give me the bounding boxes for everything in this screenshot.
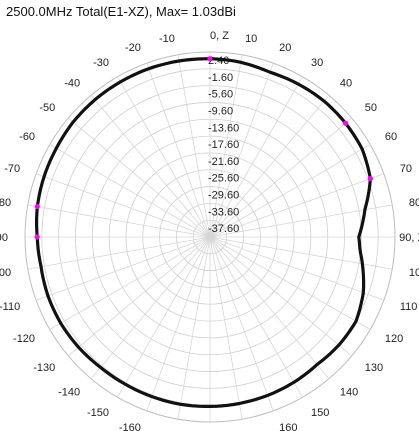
grid-spoke bbox=[117, 76, 211, 238]
grid-spoke bbox=[209, 204, 393, 238]
radial-tick-label: -1.60 bbox=[208, 72, 233, 84]
grid-spoke bbox=[177, 236, 211, 420]
radial-tick-label: -25.60 bbox=[208, 173, 239, 185]
angle-tick-label: 110 bbox=[400, 301, 418, 313]
angle-tick-label: -50 bbox=[39, 102, 55, 114]
angle-tick-label: -150 bbox=[87, 407, 109, 419]
grid-spoke bbox=[209, 54, 243, 238]
angle-tick-label: -110 bbox=[0, 301, 20, 313]
grid-spoke bbox=[209, 144, 371, 238]
angle-tick-label: 10 bbox=[245, 33, 257, 45]
radial-tick-label: -29.60 bbox=[208, 190, 239, 202]
grid-spoke bbox=[117, 236, 211, 398]
radial-tick-label: -21.60 bbox=[208, 156, 239, 168]
pattern-marker bbox=[207, 56, 213, 62]
polar-spokes bbox=[25, 52, 395, 422]
grid-spoke bbox=[36, 173, 211, 238]
grid-spoke bbox=[209, 76, 303, 238]
angle-tick-label: -10 bbox=[159, 33, 175, 45]
radial-tick-label: -33.60 bbox=[208, 206, 239, 218]
radial-tick-label: -37.60 bbox=[208, 223, 239, 235]
radial-labels: 2.40-1.60-5.60-9.60-13.60-17.60-21.60-25… bbox=[208, 55, 239, 235]
grid-spoke bbox=[209, 117, 352, 238]
angle-tick-label: -100 bbox=[0, 267, 11, 279]
radial-tick-label: -9.60 bbox=[208, 105, 233, 117]
angle-tick-label: 70 bbox=[400, 163, 412, 175]
angle-labels: 0, Z 10 20 30 40 50 60 70 80 90, X 100 110 120 130 140… bbox=[0, 30, 419, 431]
pattern-marker bbox=[34, 234, 40, 240]
grid-spoke bbox=[209, 236, 330, 379]
grid-spoke bbox=[146, 63, 211, 238]
angle-tick-label: 80 bbox=[409, 197, 419, 209]
radial-tick-label: -13.60 bbox=[208, 122, 239, 134]
grid-spoke bbox=[209, 95, 330, 238]
angle-tick-label: -20 bbox=[125, 42, 141, 54]
angle-tick-label: -120 bbox=[13, 333, 35, 345]
angle-tick-label: -60 bbox=[19, 131, 35, 143]
angle-tick-label: 40 bbox=[340, 77, 352, 89]
pattern-markers bbox=[34, 56, 374, 240]
grid-spoke bbox=[177, 54, 211, 238]
grid-spoke bbox=[209, 236, 371, 330]
grid-spoke bbox=[90, 95, 211, 238]
grid-spoke bbox=[90, 236, 211, 379]
grid-spoke bbox=[49, 236, 211, 330]
pattern-marker bbox=[34, 203, 40, 210]
angle-tick-label: -130 bbox=[33, 362, 55, 374]
grid-spoke bbox=[36, 236, 211, 301]
angle-tick-label: 130 bbox=[365, 362, 383, 374]
angle-tick-label: 90, X bbox=[399, 232, 419, 244]
grid-spoke bbox=[68, 117, 211, 238]
chart-title: 2500.0MHz Total(E1-XZ), Max= 1.03dBi bbox=[6, 4, 236, 19]
angle-tick-label: 60 bbox=[385, 131, 397, 143]
grid-spoke bbox=[146, 236, 211, 411]
grid-spoke bbox=[209, 236, 303, 398]
pattern-marker bbox=[367, 176, 374, 182]
grid-spoke bbox=[209, 63, 274, 238]
angle-tick-label: 160 bbox=[279, 422, 297, 431]
pattern-marker bbox=[342, 120, 349, 126]
grid-spoke bbox=[27, 204, 211, 238]
angle-tick-label: 100 bbox=[409, 267, 419, 279]
angle-tick-label: 0, Z bbox=[210, 30, 229, 42]
gain-pattern-trace bbox=[35, 57, 372, 408]
angle-tick-label: -90 bbox=[0, 232, 8, 244]
radial-tick-label: -5.60 bbox=[208, 89, 233, 101]
angle-tick-label: -80 bbox=[0, 197, 11, 209]
angle-tick-label: -40 bbox=[64, 77, 80, 89]
angle-tick-label: -30 bbox=[93, 57, 109, 69]
angle-tick-label: -160 bbox=[119, 422, 141, 431]
grid-spoke bbox=[68, 236, 211, 357]
grid-spoke bbox=[209, 236, 243, 420]
grid-spoke bbox=[209, 236, 274, 411]
radial-tick-label: -17.60 bbox=[208, 139, 239, 151]
grid-spoke bbox=[209, 236, 384, 301]
grid-spoke bbox=[49, 144, 211, 238]
angle-tick-label: 150 bbox=[311, 407, 329, 419]
grid-spoke bbox=[209, 236, 352, 357]
angle-tick-label: -70 bbox=[4, 163, 20, 175]
angle-tick-label: 50 bbox=[365, 102, 377, 114]
grid-spoke bbox=[27, 236, 211, 270]
grid-spoke bbox=[209, 173, 384, 238]
angle-tick-label: 120 bbox=[385, 333, 403, 345]
angle-tick-label: 140 bbox=[340, 387, 358, 399]
angle-tick-label: -140 bbox=[58, 387, 80, 399]
angle-tick-label: 20 bbox=[279, 42, 291, 54]
angle-tick-label: 30 bbox=[311, 57, 323, 69]
